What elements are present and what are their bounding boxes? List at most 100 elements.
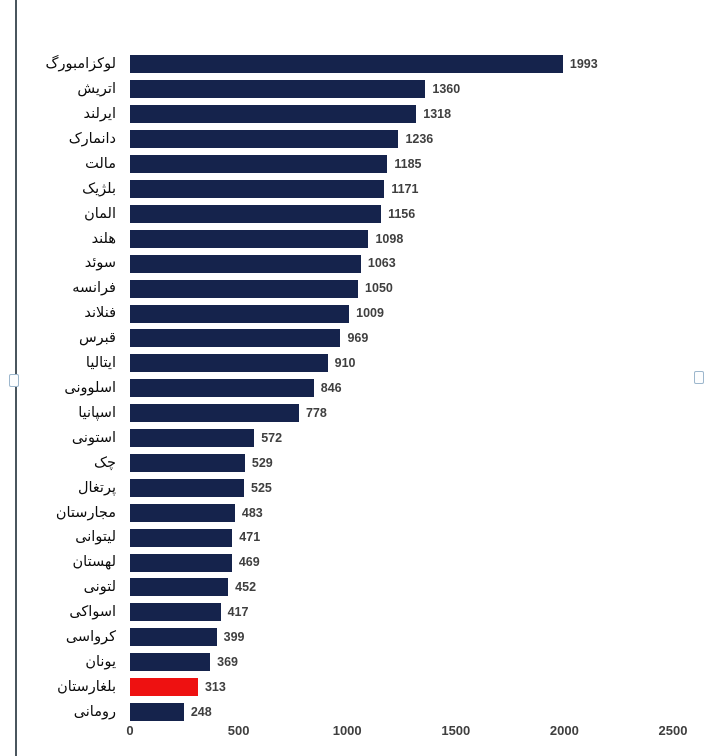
bar[interactable] <box>130 678 198 697</box>
bar-row: کرواسی 399 <box>0 625 721 650</box>
bar[interactable] <box>130 453 245 472</box>
bar[interactable] <box>130 105 417 124</box>
bar[interactable] <box>130 478 245 497</box>
bar-row: لتونی 452 <box>0 575 721 600</box>
bar[interactable] <box>130 304 350 323</box>
category-label: پرتغال <box>77 479 116 496</box>
bar[interactable] <box>130 653 211 672</box>
bar-row: لهستان 469 <box>0 550 721 575</box>
value-label: 1318 <box>423 107 452 122</box>
bar[interactable] <box>130 204 382 223</box>
bar-row: فنلاند 1009 <box>0 301 721 326</box>
value-label: 572 <box>261 430 283 445</box>
value-label: 969 <box>347 331 369 346</box>
bar[interactable] <box>130 703 184 722</box>
bar[interactable] <box>130 628 217 647</box>
bar-row: قبرس 969 <box>0 326 721 351</box>
bar-row: یونان 369 <box>0 650 721 675</box>
x-axis-tick-label: 1500 <box>441 723 471 738</box>
category-label: المان <box>84 205 116 222</box>
bar-row: فرانسه 1050 <box>0 276 721 301</box>
bar-row: رومانی 248 <box>0 700 721 725</box>
bar-row: لوکزامبورگ 1993 <box>0 52 721 77</box>
bar[interactable] <box>130 578 229 597</box>
bar-row: المان 1156 <box>0 201 721 226</box>
category-label: اسواکی <box>69 604 116 621</box>
bar-row: اسپانیا 778 <box>0 401 721 426</box>
bar[interactable] <box>130 603 221 622</box>
value-label: 1185 <box>394 156 422 171</box>
value-label: 910 <box>334 356 356 371</box>
bar[interactable] <box>130 279 359 298</box>
value-label: 1360 <box>432 82 461 97</box>
value-label: 529 <box>251 455 273 470</box>
x-axis: 0 500 1000 1500 2000 2500 <box>0 724 721 742</box>
bar-row: لیتوانی 471 <box>0 525 721 550</box>
category-label: فنلاند <box>84 305 116 322</box>
bar[interactable] <box>130 354 328 373</box>
bar[interactable] <box>130 329 341 348</box>
category-label: اتریش <box>77 81 116 98</box>
bar[interactable] <box>130 404 299 423</box>
bar[interactable] <box>130 80 426 99</box>
category-label: یونان <box>85 653 116 670</box>
category-label: ایرلند <box>83 106 116 123</box>
value-label: 1171 <box>391 181 419 196</box>
bar[interactable] <box>130 55 563 74</box>
x-axis-tick-label: 500 <box>227 723 250 738</box>
bar[interactable] <box>130 229 369 248</box>
bar-row: هلند 1098 <box>0 226 721 251</box>
bar-row: اسلوونی 846 <box>0 376 721 401</box>
bar-row: ایرلند 1318 <box>0 102 721 127</box>
bar-row: مجارستان 483 <box>0 500 721 525</box>
bar[interactable] <box>130 429 255 448</box>
selection-handle-right[interactable] <box>694 371 704 384</box>
value-label: 1098 <box>375 231 404 246</box>
category-label: فرانسه <box>72 280 116 297</box>
bar-row: دانمارک 1236 <box>0 127 721 152</box>
category-label: اسلوونی <box>64 379 116 396</box>
value-label: 313 <box>204 679 226 694</box>
bar-row: پرتغال 525 <box>0 475 721 500</box>
value-label: 846 <box>320 380 342 395</box>
bar[interactable] <box>130 130 399 149</box>
value-label: 1063 <box>367 256 396 271</box>
bar[interactable] <box>130 379 314 398</box>
category-label: لتونی <box>83 579 116 596</box>
value-label: 778 <box>305 405 327 420</box>
category-label: بلژیک <box>82 180 116 197</box>
bar-row: بلغارستان 313 <box>0 675 721 700</box>
value-label: 1156 <box>388 206 416 221</box>
bar[interactable] <box>130 179 385 198</box>
bar[interactable] <box>130 155 388 174</box>
bar-row: مالت 1185 <box>0 152 721 177</box>
value-label: 417 <box>227 605 249 620</box>
value-label: 483 <box>241 505 263 520</box>
value-label: 1009 <box>356 306 384 321</box>
x-axis-tick-label: 1000 <box>332 723 362 738</box>
category-label: لوکزامبورگ <box>45 56 116 73</box>
bar[interactable] <box>130 503 235 522</box>
bar[interactable] <box>130 553 232 572</box>
category-label: قبرس <box>78 330 116 347</box>
x-axis-tick-label: 2000 <box>549 723 579 738</box>
x-axis-tick-label: 2500 <box>658 723 688 738</box>
category-label: کرواسی <box>65 629 116 646</box>
x-axis-tick-label: 0 <box>126 723 134 738</box>
value-label: 399 <box>223 630 245 645</box>
category-label: دانمارک <box>68 130 116 147</box>
bar-row: بلژیک 1171 <box>0 177 721 202</box>
value-label: 525 <box>251 480 272 495</box>
category-label: مجارستان <box>55 504 116 521</box>
category-label: چک <box>94 454 116 471</box>
category-label: سوئد <box>84 255 116 272</box>
bar[interactable] <box>130 254 361 273</box>
plot-area: لوکزامبورگ 1993 اتریش 1360 ایرلند 1318 د… <box>0 52 721 724</box>
bar-row: چک 529 <box>0 451 721 476</box>
value-label: 248 <box>190 704 212 719</box>
bar-row: سوئد 1063 <box>0 251 721 276</box>
selection-handle-left[interactable] <box>9 374 19 387</box>
bar[interactable] <box>130 528 233 547</box>
category-label: بلغارستان <box>57 678 116 695</box>
